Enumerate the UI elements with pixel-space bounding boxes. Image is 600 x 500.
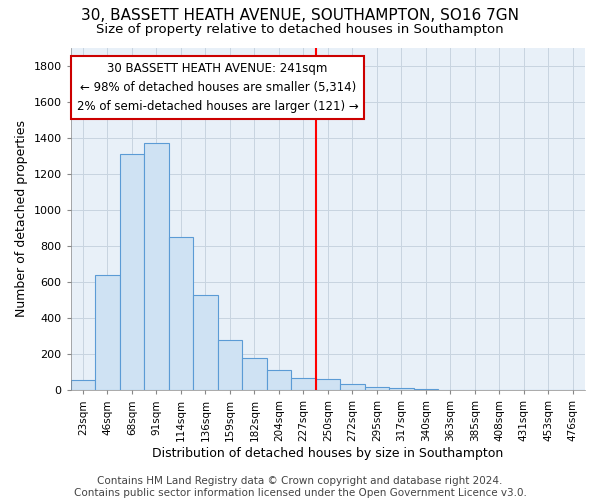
Bar [340, 384, 365, 390]
Bar [71, 380, 95, 390]
Bar [389, 388, 413, 390]
Text: 30 BASSETT HEATH AVENUE: 241sqm
← 98% of detached houses are smaller (5,314)
2% : 30 BASSETT HEATH AVENUE: 241sqm ← 98% of… [77, 62, 359, 113]
Bar [218, 340, 242, 390]
Bar [169, 237, 193, 390]
Bar [193, 294, 218, 390]
Bar [119, 154, 144, 390]
Text: Size of property relative to detached houses in Southampton: Size of property relative to detached ho… [96, 22, 504, 36]
Y-axis label: Number of detached properties: Number of detached properties [15, 120, 28, 318]
Bar [365, 386, 389, 390]
Text: 30, BASSETT HEATH AVENUE, SOUTHAMPTON, SO16 7GN: 30, BASSETT HEATH AVENUE, SOUTHAMPTON, S… [81, 8, 519, 22]
Bar [316, 378, 340, 390]
Bar [144, 143, 169, 390]
Bar [95, 275, 119, 390]
Bar [242, 358, 266, 390]
Bar [291, 378, 316, 390]
X-axis label: Distribution of detached houses by size in Southampton: Distribution of detached houses by size … [152, 447, 503, 460]
Bar [266, 370, 291, 390]
Text: Contains HM Land Registry data © Crown copyright and database right 2024.
Contai: Contains HM Land Registry data © Crown c… [74, 476, 526, 498]
